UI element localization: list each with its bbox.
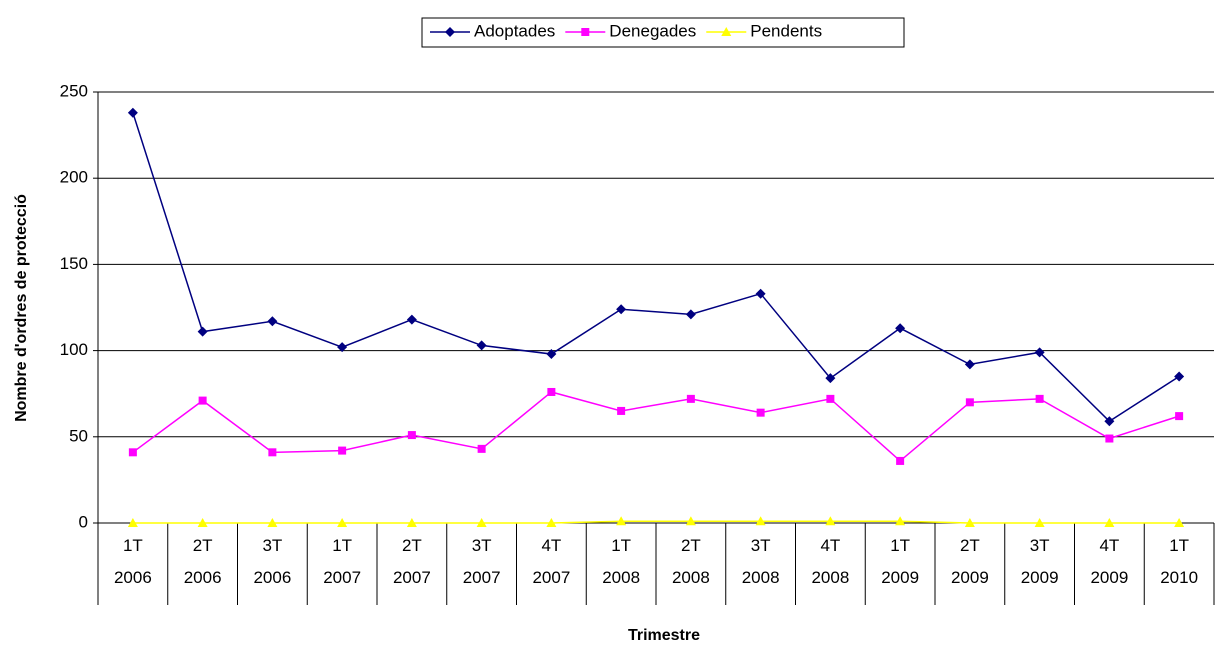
data-point xyxy=(406,314,417,325)
x-tick-label: 2T 2009 xyxy=(951,536,989,587)
x-tick-label: 1T 2007 xyxy=(323,536,361,587)
data-point xyxy=(825,516,836,526)
data-point xyxy=(407,431,416,440)
data-point xyxy=(546,349,557,360)
data-point xyxy=(1104,518,1115,527)
y-tick-label: 100 xyxy=(60,340,88,359)
legend-label: Denegades xyxy=(609,21,696,40)
y-tick-label: 0 xyxy=(79,512,88,531)
data-point xyxy=(964,359,975,370)
x-tick-label: 1T 2010 xyxy=(1160,536,1198,587)
data-point xyxy=(1174,371,1185,382)
data-point xyxy=(198,396,207,405)
series-line xyxy=(132,520,1180,524)
data-point xyxy=(616,516,627,526)
data-point xyxy=(1104,416,1115,427)
data-point xyxy=(965,398,974,407)
data-point xyxy=(1034,347,1045,358)
x-tick-label: 1T 2006 xyxy=(114,536,152,587)
data-point xyxy=(825,373,836,384)
y-tick-label: 150 xyxy=(60,254,88,273)
data-point xyxy=(476,340,487,351)
x-axis-title: Trimestre xyxy=(628,627,700,644)
data-point xyxy=(337,518,348,527)
data-point xyxy=(197,518,208,527)
data-point xyxy=(267,316,278,327)
x-tick-label: 1T 2008 xyxy=(602,536,640,587)
data-point xyxy=(756,408,765,417)
data-point xyxy=(1034,518,1045,527)
data-point xyxy=(685,516,696,526)
series-line xyxy=(132,391,1180,462)
data-point xyxy=(755,516,766,526)
legend-box xyxy=(421,17,905,48)
data-point xyxy=(268,448,277,457)
x-tick-label: 4T 2009 xyxy=(1090,536,1128,587)
data-point xyxy=(895,323,906,334)
data-point xyxy=(1105,434,1114,443)
x-tick-label: 2T 2007 xyxy=(393,536,431,587)
data-point xyxy=(547,387,556,396)
x-tick-label: 3T 2008 xyxy=(742,536,780,587)
legend-marker xyxy=(445,27,455,37)
legend-marker xyxy=(721,27,732,36)
y-axis-title: Nombre d'ordres de protecció xyxy=(13,194,30,422)
data-point xyxy=(616,304,627,315)
data-point xyxy=(896,456,905,465)
x-tick-label: 2T 2008 xyxy=(672,536,710,587)
data-point xyxy=(127,107,138,118)
data-point xyxy=(546,518,557,527)
data-point xyxy=(1035,394,1044,403)
x-tick-label: 1T 2009 xyxy=(881,536,919,587)
data-point xyxy=(755,288,766,299)
data-point xyxy=(128,448,137,457)
x-tick-label: 3T 2009 xyxy=(1021,536,1059,587)
data-point xyxy=(127,518,138,527)
data-point xyxy=(826,394,835,403)
data-point xyxy=(197,326,208,337)
data-point xyxy=(1175,412,1184,421)
legend-label: Pendents xyxy=(750,21,822,40)
data-point xyxy=(686,394,695,403)
legend-label: Adoptades xyxy=(474,21,555,40)
data-point xyxy=(1174,518,1185,527)
data-point xyxy=(895,516,906,526)
y-tick-label: 250 xyxy=(60,81,88,100)
data-point xyxy=(964,518,975,527)
x-tick-label: 4T 2007 xyxy=(532,536,570,587)
y-tick-label: 50 xyxy=(69,426,88,445)
x-tick-label: 3T 2007 xyxy=(463,536,501,587)
data-point xyxy=(476,518,487,527)
x-tick-label: 2T 2006 xyxy=(184,536,222,587)
y-tick-label: 200 xyxy=(60,168,88,187)
data-point xyxy=(685,309,696,320)
data-point xyxy=(267,518,278,527)
x-tick-label: 4T 2008 xyxy=(811,536,849,587)
series-line xyxy=(132,112,1180,423)
data-point xyxy=(338,446,347,455)
legend-marker xyxy=(581,28,590,36)
data-point xyxy=(337,342,348,353)
data-point xyxy=(617,406,626,415)
data-point xyxy=(477,444,486,453)
x-tick-label: 3T 2006 xyxy=(253,536,291,587)
data-point xyxy=(406,518,417,527)
